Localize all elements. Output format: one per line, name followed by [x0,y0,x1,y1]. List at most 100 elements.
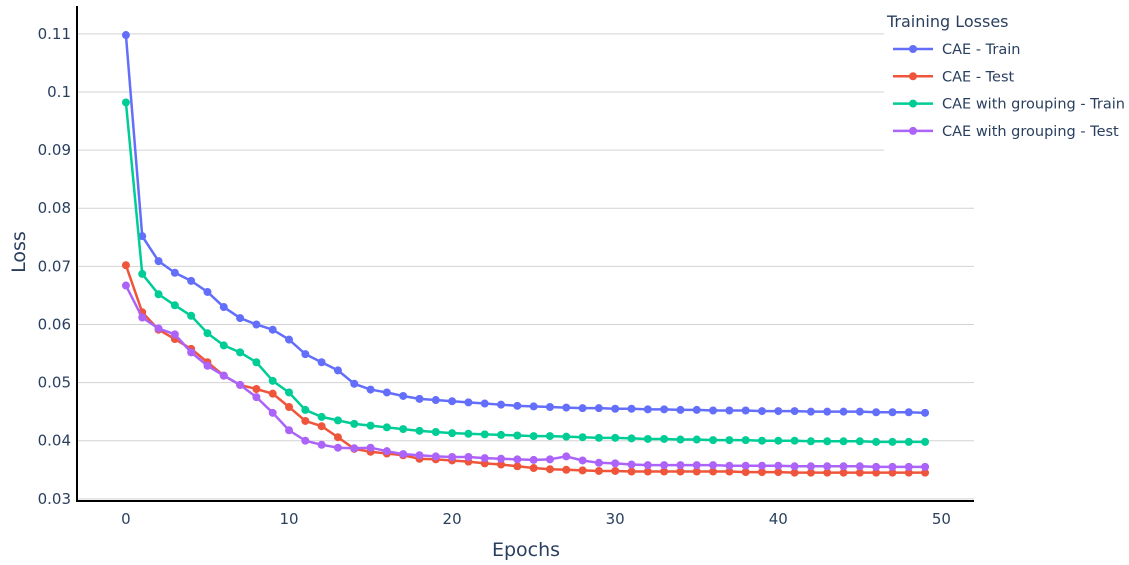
data-point [464,452,473,461]
data-point [219,341,228,350]
data-point [594,404,603,413]
x-axis-ticks: 0 10 20 30 40 50 [121,510,951,528]
legend-item[interactable]: CAE with grouping - Test [893,124,1119,140]
data-point [219,303,228,312]
data-point [138,269,147,278]
data-point [790,462,799,471]
data-point [562,465,571,474]
data-point [170,301,179,310]
data-point [709,461,718,470]
data-point [448,429,457,438]
data-point [921,468,930,477]
data-point [692,461,701,470]
data-point [627,404,636,413]
data-point [806,407,815,416]
data-point [154,257,163,266]
data-point [187,348,196,357]
data-point [464,429,473,438]
y-tick-label: 0.09 [38,141,71,159]
legend-item[interactable]: CAE with grouping - Train [893,97,1125,113]
data-point [121,98,130,107]
legend-item[interactable]: CAE - Test [893,69,1015,85]
data-point [301,436,310,445]
data-point [578,466,587,475]
data-point [236,380,245,389]
legend-swatch-marker [909,99,917,108]
data-point [757,468,766,477]
data-point [709,436,718,445]
x-axis-title: Epochs [492,539,560,561]
data-point [872,468,881,477]
data-point [448,452,457,461]
data-point [333,443,342,452]
data-point [872,408,881,417]
data-point [774,461,783,470]
data-point [545,455,554,464]
data-point [594,466,603,475]
data-point [790,407,799,416]
data-point [513,401,522,410]
data-point [301,416,310,425]
data-point [268,376,277,385]
series-cae-with-grouping-train [121,98,930,446]
axes [76,6,974,502]
series-cae-train [121,31,930,417]
data-point [888,468,897,477]
legend[interactable]: Training Losses CAE - Train CAE - Test CAE… [884,8,1128,154]
data-point [187,311,196,320]
data-point [497,430,506,439]
data-point [676,435,685,444]
data-point [660,434,669,443]
series-line [124,102,926,444]
data-point [203,361,212,370]
y-tick-label: 0.03 [38,490,71,508]
data-point [382,423,391,432]
data-point [692,467,701,476]
x-tick-label: 50 [932,510,951,528]
data-point [806,462,815,471]
legend-label: CAE - Train [942,42,1020,58]
legend-item[interactable]: CAE - Train [893,42,1020,58]
data-point [888,462,897,471]
data-point [660,467,669,476]
data-point [594,458,603,467]
series-cae-with-grouping-test [121,281,930,471]
data-point [252,358,261,367]
x-tick-label: 20 [443,510,462,528]
data-point [268,325,277,334]
data-point [138,313,147,322]
data-point [350,444,359,453]
data-point [285,388,294,397]
data-point [627,434,636,443]
data-point [855,462,864,471]
data-point [611,433,620,442]
data-point [285,335,294,344]
data-point [138,232,147,241]
data-point [904,468,913,477]
data-point [497,460,506,469]
data-point [741,436,750,445]
data-point [676,461,685,470]
data-point [545,465,554,474]
data-point [431,452,440,461]
y-tick-label: 0.07 [38,257,71,275]
data-point [529,455,538,464]
legend-label: CAE - Test [942,69,1015,85]
data-point [252,384,261,393]
data-point [855,437,864,446]
data-point [415,394,424,403]
data-point [382,447,391,456]
data-point [872,437,881,446]
data-point [660,461,669,470]
data-point [399,391,408,400]
data-point [872,462,881,471]
data-point [611,459,620,468]
data-point [806,468,815,477]
data-point [219,371,228,380]
data-point [839,468,848,477]
data-point [415,451,424,460]
y-tick-label: 0.04 [38,432,71,450]
data-point [301,350,310,359]
data-point [806,437,815,446]
